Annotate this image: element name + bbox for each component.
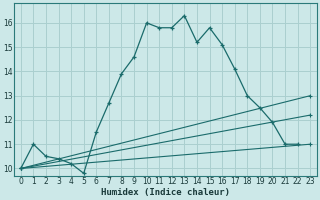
X-axis label: Humidex (Indice chaleur): Humidex (Indice chaleur) <box>101 188 230 197</box>
